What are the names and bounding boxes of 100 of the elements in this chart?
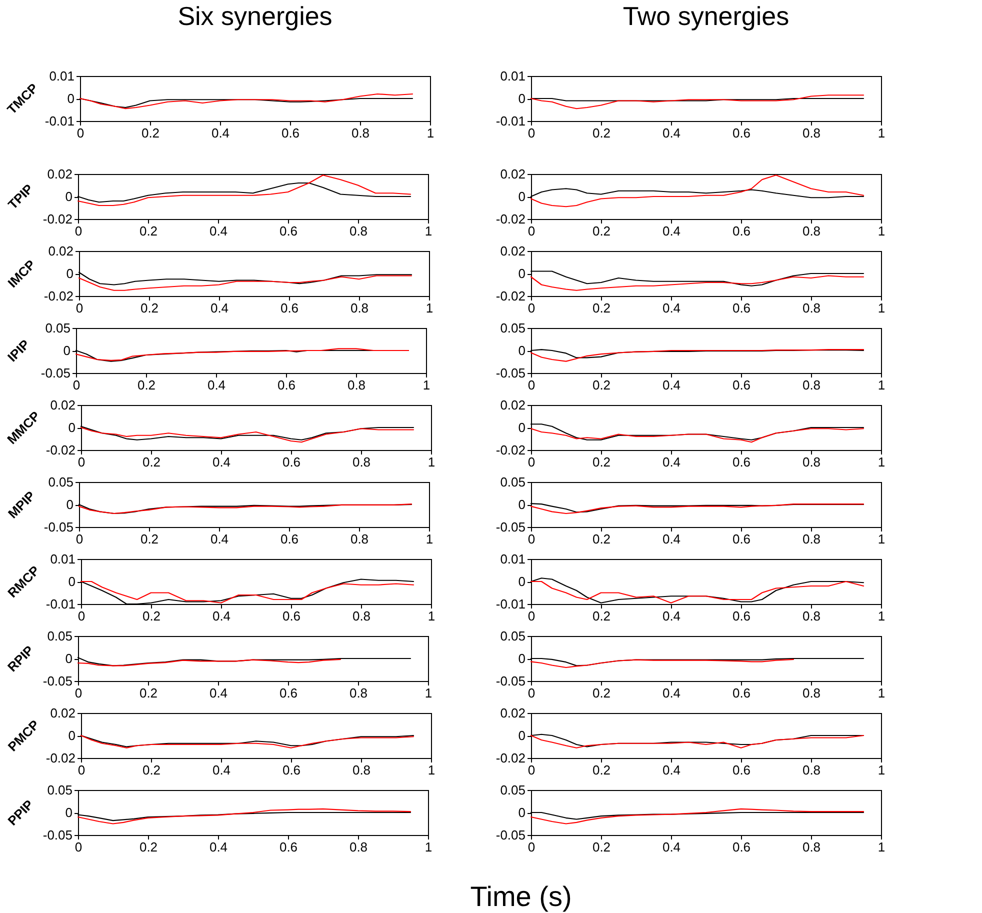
y-tick-label: 0.05 — [500, 782, 526, 798]
x-tick-label: 0 — [528, 126, 536, 140]
x-tick-label: 0 — [78, 762, 86, 778]
x-tick-label: 0.2 — [592, 454, 611, 470]
x-tick-label: 0.8 — [802, 300, 821, 316]
x-tick-label: 0.4 — [662, 224, 681, 238]
x-tick-label: 0 — [528, 762, 536, 778]
x-tick-label: 0.8 — [349, 686, 368, 700]
x-tick-label: 1 — [878, 762, 886, 778]
x-tick-label: 1 — [878, 300, 886, 316]
y-tick-label: 0.05 — [48, 474, 74, 490]
y-tick-label: 0.01 — [500, 68, 526, 84]
x-tick-label: 0.8 — [802, 762, 821, 778]
x-tick-label: 0.2 — [139, 686, 158, 700]
y-tick-label: 0.05 — [500, 474, 526, 490]
x-tick-label: 1 — [878, 686, 886, 700]
x-tick-label: 0.2 — [592, 762, 611, 778]
chart-title: Six synergies — [178, 1, 332, 31]
x-tick-label: 0.8 — [347, 378, 366, 392]
y-tick-label: 0.02 — [50, 706, 76, 720]
line-series — [530, 94, 864, 110]
x-tick-label: 0.2 — [592, 840, 611, 854]
y-tick-label: 0.05 — [45, 320, 70, 336]
x-tick-label: 0.2 — [140, 532, 159, 546]
x-tick-label: 0.6 — [281, 126, 300, 140]
x-tick-label: 0.2 — [142, 762, 161, 778]
y-tick-label: 0 — [65, 805, 72, 820]
y-tick-label: 0.05 — [500, 628, 526, 644]
line-series — [530, 658, 794, 668]
x-tick-label: 0 — [528, 300, 536, 316]
x-tick-label: 0.4 — [209, 840, 228, 854]
y-tick-label: 0 — [66, 497, 74, 512]
x-tick-label: 0.2 — [592, 378, 611, 392]
x-tick-label: 0.2 — [141, 126, 160, 140]
x-tick-label: 0.8 — [802, 378, 821, 392]
y-tick-label: 0 — [518, 651, 526, 666]
x-tick-label: 0.4 — [662, 378, 681, 392]
x-tick-label: 0 — [528, 840, 536, 854]
x-tick-label: 0.6 — [277, 378, 296, 392]
y-tick-label: -0.02 — [46, 750, 76, 766]
y-tick-label: -0.02 — [496, 750, 526, 766]
y-tick-label: 0 — [68, 420, 76, 435]
text: Time (s) — [469, 881, 573, 913]
x-tick-label: 0.8 — [802, 126, 821, 140]
x-tick-label: 0.2 — [140, 300, 159, 316]
x-tick-label: 0.4 — [662, 300, 681, 316]
y-tick-label: 0.02 — [500, 706, 526, 720]
line-series — [77, 174, 412, 206]
y-tick-label: 0.01 — [500, 552, 526, 566]
x-tick-label: 0.8 — [802, 608, 821, 624]
y-tick-label: -0.05 — [496, 828, 526, 842]
y-tick-label: -0.02 — [46, 442, 76, 458]
x-tick-label: 0.8 — [351, 126, 370, 140]
x-tick-label: 0.2 — [592, 532, 611, 546]
line-series — [530, 270, 864, 286]
y-tick-label: 0 — [518, 574, 526, 589]
y-tick-label: 0 — [518, 189, 526, 204]
x-tick-label: 1 — [422, 378, 430, 392]
line-series — [530, 349, 864, 362]
x-tick-label: 0 — [528, 224, 536, 238]
x-tick-label: 0 — [78, 454, 86, 470]
line-series — [79, 93, 414, 110]
y-tick-label: 0.02 — [50, 398, 76, 412]
x-tick-label: 0.6 — [732, 686, 751, 700]
x-tick-label: 0 — [78, 608, 86, 624]
x-tick-label: 0.4 — [212, 608, 231, 624]
y-tick-label: 0.01 — [50, 552, 76, 566]
x-tick-label: 0.4 — [209, 686, 228, 700]
x-tick-label: 1 — [878, 454, 886, 470]
y-tick-label: -0.02 — [44, 288, 74, 304]
x-tick-label: 0.8 — [350, 532, 369, 546]
x-tick-label: 0.2 — [139, 224, 158, 238]
y-tick-label: -0.02 — [496, 442, 526, 458]
x-tick-label: 1 — [428, 762, 436, 778]
y-tick-label: -0.01 — [496, 596, 526, 612]
x-tick-label: 0.4 — [210, 532, 229, 546]
x-tick-label: 0.8 — [352, 762, 371, 778]
x-tick-label: 0.2 — [142, 608, 161, 624]
y-tick-label: -0.01 — [496, 114, 526, 128]
x-tick-label: 1 — [878, 840, 886, 854]
y-tick-label: 0.01 — [49, 68, 74, 84]
x-tick-label: 0.6 — [732, 126, 751, 140]
x-tick-label: 0 — [528, 454, 536, 470]
x-tick-label: 0.4 — [662, 840, 681, 854]
y-tick-label: -0.05 — [496, 366, 526, 380]
y-tick-label: 0.02 — [47, 166, 72, 182]
x-tick-label: 0.4 — [212, 762, 231, 778]
line-series — [530, 275, 864, 291]
y-tick-label: 0 — [518, 266, 526, 281]
y-tick-label: 0 — [63, 343, 70, 358]
x-tick-label: 0.8 — [352, 454, 371, 470]
x-tick-label: 1 — [878, 378, 886, 392]
x-tick-label: 1 — [424, 686, 432, 700]
x-tick-label: 0.4 — [211, 126, 230, 140]
x-tick-label: 0.4 — [662, 532, 681, 546]
y-tick-label: -0.05 — [40, 366, 70, 380]
x-tick-label: 0.4 — [662, 762, 681, 778]
y-tick-label: 0 — [518, 728, 526, 743]
line-series — [530, 428, 864, 443]
x-tick-label: 1 — [878, 126, 886, 140]
